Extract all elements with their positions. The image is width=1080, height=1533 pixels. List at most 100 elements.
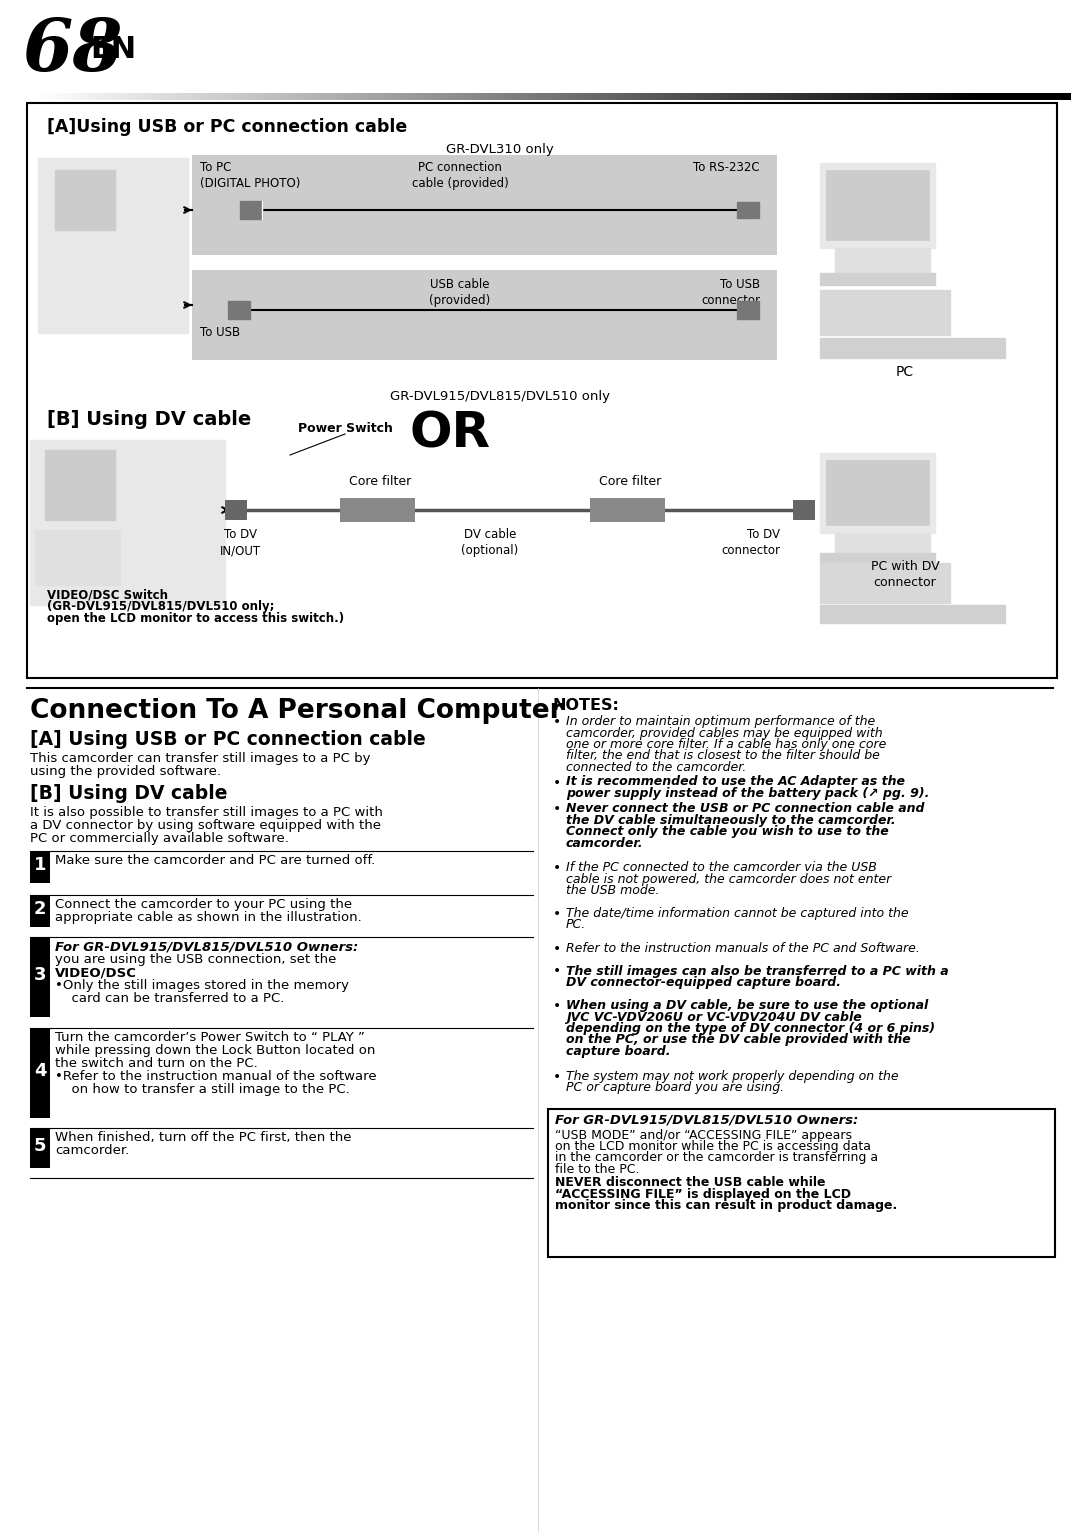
Bar bbox=[835, 248, 930, 273]
Text: •: • bbox=[553, 776, 562, 789]
Text: 2: 2 bbox=[33, 900, 46, 918]
Bar bbox=[826, 170, 929, 241]
Bar bbox=[291, 94, 294, 100]
Bar bbox=[459, 94, 463, 100]
Bar bbox=[849, 94, 853, 100]
Bar bbox=[49, 94, 53, 100]
Bar bbox=[563, 94, 567, 100]
Bar bbox=[335, 94, 339, 100]
Bar bbox=[421, 94, 426, 100]
Bar bbox=[1036, 94, 1039, 100]
Bar bbox=[77, 94, 80, 100]
Text: using the provided software.: using the provided software. bbox=[30, 765, 221, 779]
Text: [B] Using DV cable: [B] Using DV cable bbox=[30, 783, 228, 803]
Bar bbox=[30, 895, 50, 927]
Bar bbox=[559, 94, 564, 100]
Text: If the PC connected to the camcorder via the USB: If the PC connected to the camcorder via… bbox=[566, 862, 877, 874]
Bar bbox=[300, 94, 305, 100]
Bar bbox=[383, 94, 388, 100]
Bar bbox=[820, 162, 935, 248]
Bar bbox=[308, 94, 311, 100]
Text: 3: 3 bbox=[33, 966, 46, 984]
Bar bbox=[973, 94, 977, 100]
Bar bbox=[484, 94, 487, 100]
Bar bbox=[908, 94, 912, 100]
Bar bbox=[449, 94, 453, 100]
Bar bbox=[69, 94, 73, 100]
Bar bbox=[73, 94, 77, 100]
Bar bbox=[59, 94, 63, 100]
Bar bbox=[45, 451, 114, 520]
Bar bbox=[328, 94, 333, 100]
Bar bbox=[270, 94, 273, 100]
Text: a DV connector by using software equipped with the: a DV connector by using software equippe… bbox=[30, 819, 381, 832]
Bar bbox=[135, 94, 139, 100]
Bar bbox=[680, 94, 684, 100]
Bar bbox=[56, 94, 59, 100]
Bar bbox=[970, 94, 974, 100]
Text: In order to maintain optimum performance of the: In order to maintain optimum performance… bbox=[566, 714, 875, 728]
Bar bbox=[349, 94, 353, 100]
Bar bbox=[967, 94, 971, 100]
Bar bbox=[111, 94, 114, 100]
Bar bbox=[832, 94, 836, 100]
Bar bbox=[38, 158, 188, 333]
Text: The still images can also be transferred to a PC with a: The still images can also be transferred… bbox=[566, 964, 948, 978]
Text: •: • bbox=[553, 714, 562, 730]
Bar bbox=[248, 94, 253, 100]
Bar bbox=[590, 498, 665, 523]
Bar bbox=[30, 1128, 50, 1168]
Text: Connect the camcorder to your PC using the: Connect the camcorder to your PC using t… bbox=[55, 898, 352, 911]
Bar bbox=[725, 94, 729, 100]
Bar bbox=[411, 94, 415, 100]
Bar bbox=[487, 94, 491, 100]
Bar bbox=[891, 94, 894, 100]
Bar bbox=[525, 94, 529, 100]
Bar bbox=[442, 94, 446, 100]
Bar bbox=[935, 94, 940, 100]
Text: To DV
connector: To DV connector bbox=[721, 527, 780, 556]
Bar bbox=[429, 94, 432, 100]
Bar bbox=[373, 94, 377, 100]
Bar bbox=[842, 94, 847, 100]
Text: For GR-DVL915/DVL815/DVL510 Owners:: For GR-DVL915/DVL815/DVL510 Owners: bbox=[555, 1113, 859, 1127]
Bar bbox=[52, 94, 56, 100]
Text: DV cable
(optional): DV cable (optional) bbox=[461, 527, 518, 556]
Bar bbox=[949, 94, 954, 100]
Bar bbox=[694, 94, 698, 100]
Bar bbox=[866, 94, 870, 100]
Text: appropriate cable as shown in the illustration.: appropriate cable as shown in the illust… bbox=[55, 911, 362, 924]
Bar bbox=[670, 94, 674, 100]
Bar bbox=[926, 94, 929, 100]
Bar bbox=[939, 94, 943, 100]
Text: EN: EN bbox=[90, 35, 136, 64]
Bar bbox=[745, 94, 750, 100]
Bar bbox=[352, 94, 356, 100]
Bar bbox=[897, 94, 902, 100]
Text: When finished, turn off the PC first, then the: When finished, turn off the PC first, th… bbox=[55, 1131, 351, 1144]
Bar bbox=[956, 94, 960, 100]
Bar bbox=[750, 94, 753, 100]
Bar bbox=[1001, 94, 1005, 100]
Bar bbox=[753, 94, 757, 100]
Bar bbox=[984, 94, 988, 100]
Bar bbox=[929, 94, 932, 100]
Text: Turn the camcorder’s Power Switch to “ PLAY ”: Turn the camcorder’s Power Switch to “ P… bbox=[55, 1032, 365, 1044]
Text: capture board.: capture board. bbox=[566, 1046, 671, 1058]
Bar bbox=[463, 94, 467, 100]
Bar bbox=[883, 94, 888, 100]
Bar bbox=[193, 94, 198, 100]
Bar bbox=[1042, 94, 1047, 100]
Text: USB cable
(provided): USB cable (provided) bbox=[430, 277, 490, 307]
Bar bbox=[156, 94, 160, 100]
Text: [A] Using USB or PC connection cable: [A] Using USB or PC connection cable bbox=[30, 730, 426, 750]
Bar bbox=[856, 94, 860, 100]
Bar bbox=[404, 94, 408, 100]
Text: Core filter: Core filter bbox=[599, 475, 661, 487]
Text: When using a DV cable, be sure to use the optional: When using a DV cable, be sure to use th… bbox=[566, 1000, 928, 1012]
Bar bbox=[253, 94, 256, 100]
Bar bbox=[638, 94, 643, 100]
Bar bbox=[1059, 94, 1064, 100]
Bar bbox=[794, 94, 798, 100]
Bar bbox=[528, 94, 532, 100]
